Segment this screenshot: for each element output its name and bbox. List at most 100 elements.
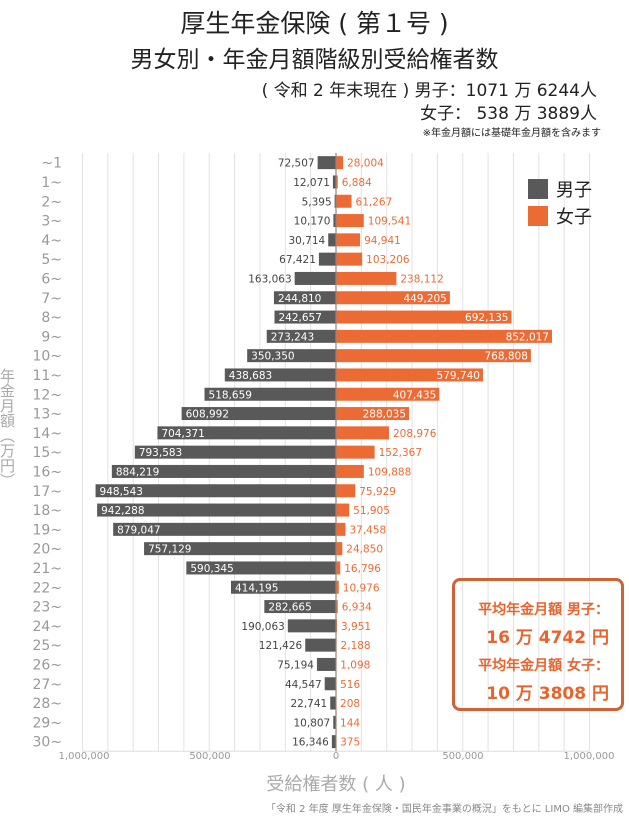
y-tick-label: 8~ [41,310,62,326]
y-tick-label: 3~ [41,214,62,230]
data-label-male: 121,426 [259,640,303,652]
data-label-male: 163,063 [248,273,291,285]
y-tick-label: ~1 [41,156,62,172]
data-label-female: 579,740 [437,370,480,382]
y-tick-label: 13~ [32,407,62,423]
legend-female: 女子 [528,203,592,229]
data-label-female: 375 [340,737,360,749]
legend-swatch-male [528,179,548,199]
legend-swatch-female [528,206,548,226]
data-label-female: 208 [340,698,360,710]
data-label-male: 10,170 [294,216,331,228]
summary-female: 女子： 538 万 3889人 [420,104,597,124]
data-label-male: 757,129 [148,544,191,556]
avg-female-label: 平均年金月額 女子： [478,658,609,674]
bar-male [324,677,336,691]
x-tick-label: 1,000,000 [563,751,615,762]
bar-female [336,349,531,363]
legend-male: 男子 [528,176,592,202]
y-tick-label: 9~ [41,329,62,345]
avg-male-value: 16 万 4742 円 [486,628,609,648]
data-label-female: 238,112 [400,273,443,285]
bar-male [332,175,336,189]
y-tick-label: 17~ [32,484,62,500]
bar-female [336,291,450,305]
data-label-male: 75,194 [277,659,314,671]
data-label-male: 884,219 [116,466,159,478]
bar-female [336,329,552,343]
y-tick-label: 30~ [32,735,62,751]
data-label-female: 144 [340,717,360,729]
y-tick-label: 1~ [41,175,62,191]
y-tick-label: 4~ [41,233,62,249]
bar-female [336,368,483,382]
y-tick-label: 19~ [32,522,62,538]
data-label-male: 282,665 [268,602,311,614]
bar-male [334,194,336,208]
bar-male [113,522,336,536]
bar-male [247,349,336,363]
bar-male [204,387,336,401]
data-label-male: 72,507 [278,158,315,170]
bar-male [273,291,336,305]
bar-male [186,561,336,575]
data-label-male: 244,810 [278,293,321,305]
y-tick-label: 28~ [32,696,62,712]
bar-female [336,407,410,421]
data-label-female: 109,541 [368,216,411,228]
source-note: 「令和 2 年度 厚生年金保険・国民年金事業の概況」をもとに LIMO 編集部作… [265,804,623,815]
data-label-male: 793,583 [139,447,182,459]
y-tick-label: 16~ [32,464,62,480]
bar-male [95,484,337,498]
data-label-female: 6,934 [342,602,372,614]
data-label-male: 12,071 [293,177,330,189]
data-label-male: 67,421 [279,254,316,266]
bar-female [336,156,344,170]
bar-male [305,638,336,652]
bar-female [336,503,350,517]
data-label-male: 22,741 [290,698,327,710]
bar-female [336,600,338,614]
x-tick-label: 500,000 [189,751,231,762]
data-label-female: 109,888 [368,466,411,478]
bar-male [318,252,336,266]
bar-female [336,561,341,575]
chart-title: 厚生年金保険 ( 第１号 ) [180,9,449,38]
data-label-male: 942,288 [101,505,144,517]
data-label-male: 608,992 [186,409,229,421]
data-label-female: 103,206 [366,254,410,266]
x-tick-label: 500,000 [442,751,484,762]
y-tick-label: 15~ [32,445,62,461]
bar-male [316,657,336,671]
summary-male: ( 令和 2 年末現在 ) 男子：1071 万 6244人 [261,81,597,101]
data-label-male: 273,243 [271,331,314,343]
y-tick-label: 24~ [32,619,62,635]
bar-male [331,735,336,749]
bar-female [336,194,352,208]
data-label-female: 28,004 [347,158,384,170]
y-tick-label: 20~ [32,542,62,558]
data-label-female: 288,035 [363,409,406,421]
avg-female-value: 10 万 3808 円 [486,684,609,704]
data-label-female: 94,941 [364,235,401,247]
data-label-female: 407,435 [393,389,436,401]
bar-female [336,175,338,189]
y-tick-label: 12~ [32,387,62,403]
data-label-male: 242,657 [278,312,321,324]
bar-male [231,580,336,594]
data-label-female: 516 [340,679,360,691]
bar-male [317,156,336,170]
x-tick-label: 0 [332,751,340,762]
data-label-female: 51,905 [353,505,390,517]
y-tick-label: 14~ [32,426,62,442]
data-label-female: 449,205 [403,293,446,305]
y-tick-label: 21~ [32,561,62,577]
data-label-female: 6,884 [342,177,372,189]
y-tick-label: 6~ [41,271,62,287]
data-label-female: 10,976 [343,582,380,594]
data-label-female: 152,367 [379,447,422,459]
y-tick-label: 7~ [41,291,62,307]
bar-male [333,715,336,729]
data-label-female: 692,135 [465,312,508,324]
bar-female [336,484,356,498]
